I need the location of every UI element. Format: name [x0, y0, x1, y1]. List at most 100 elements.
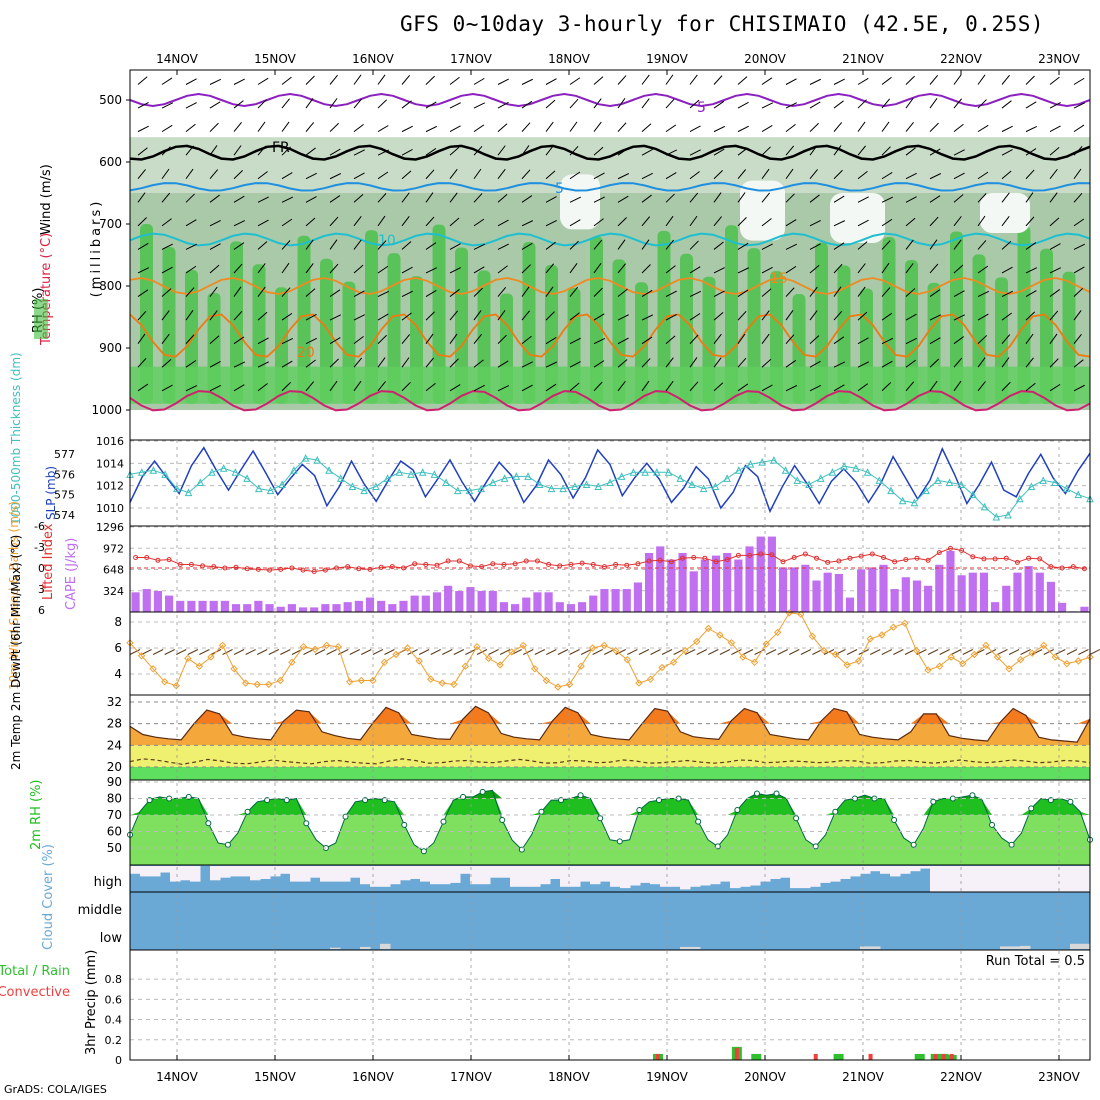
wind-barb — [377, 265, 389, 274]
thickness-marker — [301, 453, 310, 462]
cape-bar — [600, 589, 609, 612]
date-label-bottom: 17NOV — [450, 1070, 492, 1084]
cloud-high-bar — [930, 866, 941, 892]
wind-barb — [809, 286, 818, 297]
cloud-low-bar — [1010, 946, 1021, 949]
chart-title: GFS 0~10day 3-hourly for CHISIMAIO (42.5… — [400, 12, 1045, 36]
wind-barb — [1001, 241, 1012, 250]
pressure-tick-label: 900 — [99, 341, 122, 355]
li-marker — [356, 566, 362, 572]
wind-barb — [209, 220, 221, 227]
isotherm-label: 20 — [297, 345, 315, 361]
wind-barb — [329, 148, 341, 156]
wind-barb — [713, 125, 726, 133]
wind-barb — [1020, 649, 1031, 655]
temp-tick-label: 28 — [107, 717, 122, 731]
li-marker — [880, 555, 886, 560]
thickness-marker — [688, 480, 696, 488]
thickness-marker — [816, 474, 825, 482]
wind-barb — [953, 74, 962, 85]
rh-band-surface — [130, 366, 1090, 404]
cloud-level-label: high — [94, 875, 122, 890]
wind-barb — [737, 357, 747, 368]
cape-bar — [745, 546, 754, 612]
wind-barb — [977, 99, 987, 109]
temp-band-green — [130, 767, 1090, 780]
wind-speed-marker — [253, 680, 261, 689]
wind-barb — [617, 173, 630, 180]
temp-line — [129, 705, 1091, 743]
wind-barb — [881, 240, 891, 250]
cape-tick-label: 972 — [103, 542, 124, 555]
wind-barb — [737, 101, 749, 109]
wind-barb — [209, 384, 221, 392]
rh-moist-blob — [882, 237, 896, 404]
cloud-high-bar — [940, 866, 951, 892]
thickness-marker — [266, 486, 275, 495]
date-label-bottom: 20NOV — [744, 1070, 786, 1084]
wind-barb — [833, 361, 845, 368]
cape-bar — [756, 536, 765, 612]
wind-barb — [257, 121, 266, 132]
wind-barb — [449, 125, 461, 133]
wind-barb — [665, 357, 674, 368]
wind-speed-marker — [450, 680, 458, 689]
wind-barb — [627, 649, 638, 655]
wind-barb — [401, 334, 411, 344]
isotherm-label: 5 — [697, 100, 706, 116]
temp-tick-label: 32 — [107, 695, 122, 709]
wind-barb — [953, 98, 962, 109]
wind-barb — [497, 123, 508, 132]
rh2m-tick-label: 60 — [107, 825, 122, 839]
precip-tick-label: 0.6 — [105, 993, 123, 1006]
wind-barb — [257, 196, 269, 203]
wind-barb — [665, 149, 678, 156]
cloud-high-bar — [660, 866, 671, 887]
wind-barb — [689, 266, 701, 274]
wind-barb — [185, 385, 198, 392]
wind-barb — [713, 148, 725, 156]
temp-area — [130, 706, 1090, 746]
wind-barb — [689, 99, 700, 109]
wind-barb — [1049, 217, 1060, 227]
wind-barb — [881, 382, 892, 392]
cape-bar — [310, 607, 319, 612]
date-label-bottom: 15NOV — [254, 1070, 296, 1084]
wind-barb — [997, 649, 1008, 655]
wind-speed-marker — [623, 655, 632, 664]
wind-barb — [257, 145, 267, 156]
cape-bar — [276, 606, 285, 612]
cape-axis-label: CAPE (J/kg) — [64, 538, 79, 610]
wind-barb — [1025, 357, 1034, 368]
li-marker — [1003, 555, 1009, 561]
cape-bar — [511, 604, 520, 612]
wind-barb — [785, 243, 798, 250]
wind-barb — [689, 313, 701, 321]
cloud-high-bar — [1060, 866, 1071, 892]
wind-barb — [521, 169, 531, 180]
wind-speed-marker — [415, 657, 423, 665]
wind-barb — [1073, 384, 1085, 392]
wind-barb — [499, 649, 511, 655]
cloud-high-bar — [230, 866, 241, 877]
cloud-level-label: low — [100, 931, 123, 946]
wind-speed-marker — [334, 642, 342, 651]
li-marker — [523, 558, 529, 564]
wind-barb — [977, 335, 988, 345]
wind-barb — [497, 168, 506, 180]
cape-bar — [667, 559, 676, 612]
rh2m-tick-label: 70 — [107, 808, 122, 822]
wind-speed-marker — [473, 642, 481, 651]
wind-barb — [137, 192, 146, 203]
cloud-high-bar — [340, 866, 351, 882]
wind-barb — [638, 649, 650, 655]
li-tick-label: -3 — [34, 541, 45, 554]
wind-barb — [833, 78, 845, 85]
wind-barb — [593, 196, 605, 203]
wind-barb — [641, 123, 652, 132]
wind-barb — [1001, 334, 1011, 344]
wind-barb — [473, 124, 485, 133]
thickness-marker — [418, 468, 427, 476]
li-marker — [155, 557, 161, 563]
date-label-top: 19NOV — [646, 52, 688, 66]
